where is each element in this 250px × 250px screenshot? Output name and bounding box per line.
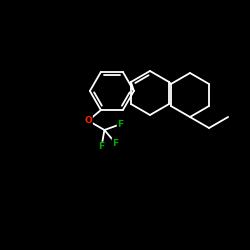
Text: O: O (84, 116, 92, 125)
Text: F: F (118, 120, 124, 129)
Text: F: F (98, 142, 104, 152)
Text: F: F (112, 139, 118, 148)
